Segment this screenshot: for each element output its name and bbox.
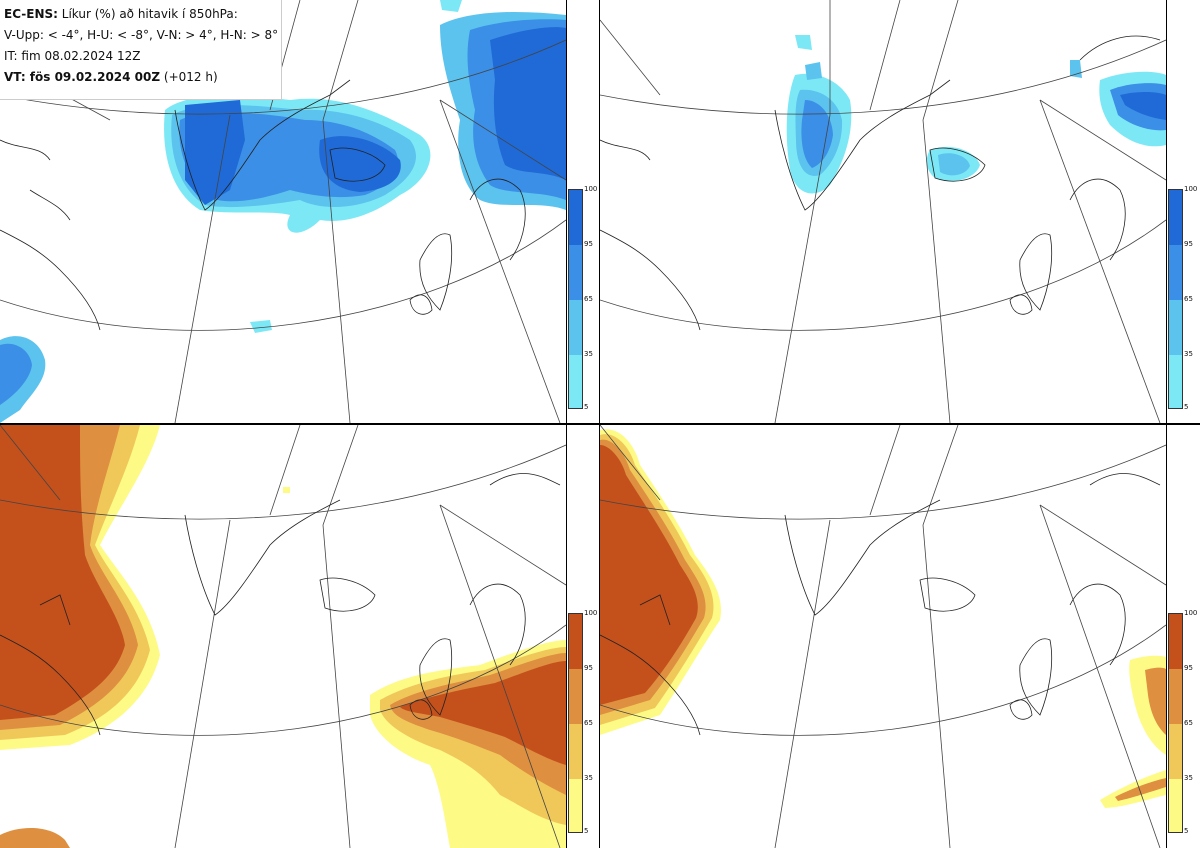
colorbar-segment [569,300,582,355]
colorbar-tick: 95 [584,664,593,672]
colorbar-tick: 35 [584,774,593,782]
map-v-n [0,425,566,848]
colorbar-tick: 5 [1184,827,1189,835]
probability-field [0,0,566,423]
colorbar-tick: 35 [1184,774,1193,782]
map-legend: EC-ENS: Líkur (%) að hitavik í 850hPa: V… [0,0,282,100]
colorbar-tick: 95 [1184,240,1193,248]
colorbar-tick: 65 [584,295,593,303]
colorbar-gradient [1168,189,1183,409]
legend-initial-time: IT: fim 08.02.2024 12Z [4,49,141,63]
colorbar-segment [1169,669,1182,724]
panel-divider-edge [1166,0,1167,848]
colorbar-segment [569,355,582,408]
map-panel-h-u [600,0,1166,423]
colorbar-v-n: 100 95 65 35 5 [568,609,602,848]
graticule [0,425,566,848]
coastlines [600,35,1161,331]
colorbar-segment [569,669,582,724]
colorbar-tick: 95 [1184,664,1193,672]
panel-divider-horizontal [0,423,1200,425]
colorbar-tick: 65 [1184,295,1193,303]
colorbar-tick: 100 [584,609,598,617]
legend-model-label: EC-ENS: [4,7,58,21]
probability-field [786,35,1166,194]
colorbar-segment [1169,779,1182,832]
panel-divider-vertical-right [599,0,600,848]
graticule [600,425,1166,848]
map-panel-v-upp: EC-ENS: Líkur (%) að hitavik í 850hPa: V… [0,0,566,423]
colorbar-segment [1169,724,1182,779]
colorbar-segment [1169,245,1182,300]
panel-divider-vertical-left [566,0,567,848]
colorbar-segment [1169,355,1182,408]
coastlines [0,79,526,331]
colorbar-tick: 5 [584,827,589,835]
map-h-n [600,425,1166,848]
legend-variable-text: Líkur (%) að hitavik í 850hPa: [61,7,238,21]
colorbar-segment [569,614,582,669]
colorbar-segment [569,190,582,245]
legend-lead-time: (+012 h) [163,70,218,84]
colorbar-h-u: 100 95 65 35 5 [1168,185,1200,424]
colorbar-gradient [568,613,583,833]
colorbar-tick: 5 [1184,403,1189,411]
colorbar-tick: 5 [584,403,589,411]
colorbar-h-n: 100 95 65 35 5 [1168,609,1200,848]
coastlines [600,473,1161,736]
colorbar-tick: 95 [584,240,593,248]
colorbar-v-upp: 100 95 65 35 5 [568,185,602,424]
probability-field [0,425,566,848]
colorbar-tick: 100 [584,185,598,193]
map-panel-v-n [0,425,566,848]
colorbar-gradient [1168,613,1183,833]
map-h-u [600,0,1166,423]
graticule [600,0,1166,423]
colorbar-tick: 100 [1184,609,1198,617]
colorbar-tick: 65 [1184,719,1193,727]
colorbar-tick: 100 [1184,185,1198,193]
legend-thresholds: V-Upp: < -4°, H-U: < -8°, V-N: > 4°, H-N… [4,28,279,42]
colorbar-segment [1169,300,1182,355]
colorbar-segment [569,245,582,300]
colorbar-tick: 35 [1184,350,1193,358]
coastlines [0,473,561,736]
colorbar-gradient [568,189,583,409]
legend-valid-time: VT: fös 09.02.2024 00Z [4,70,161,84]
colorbar-segment [1169,190,1182,245]
colorbar-segment [569,779,582,832]
probability-field [600,429,1166,808]
colorbar-tick: 65 [584,719,593,727]
colorbar-segment [569,724,582,779]
map-panel-h-n [600,425,1166,848]
colorbar-segment [1169,614,1182,669]
colorbar-tick: 35 [584,350,593,358]
